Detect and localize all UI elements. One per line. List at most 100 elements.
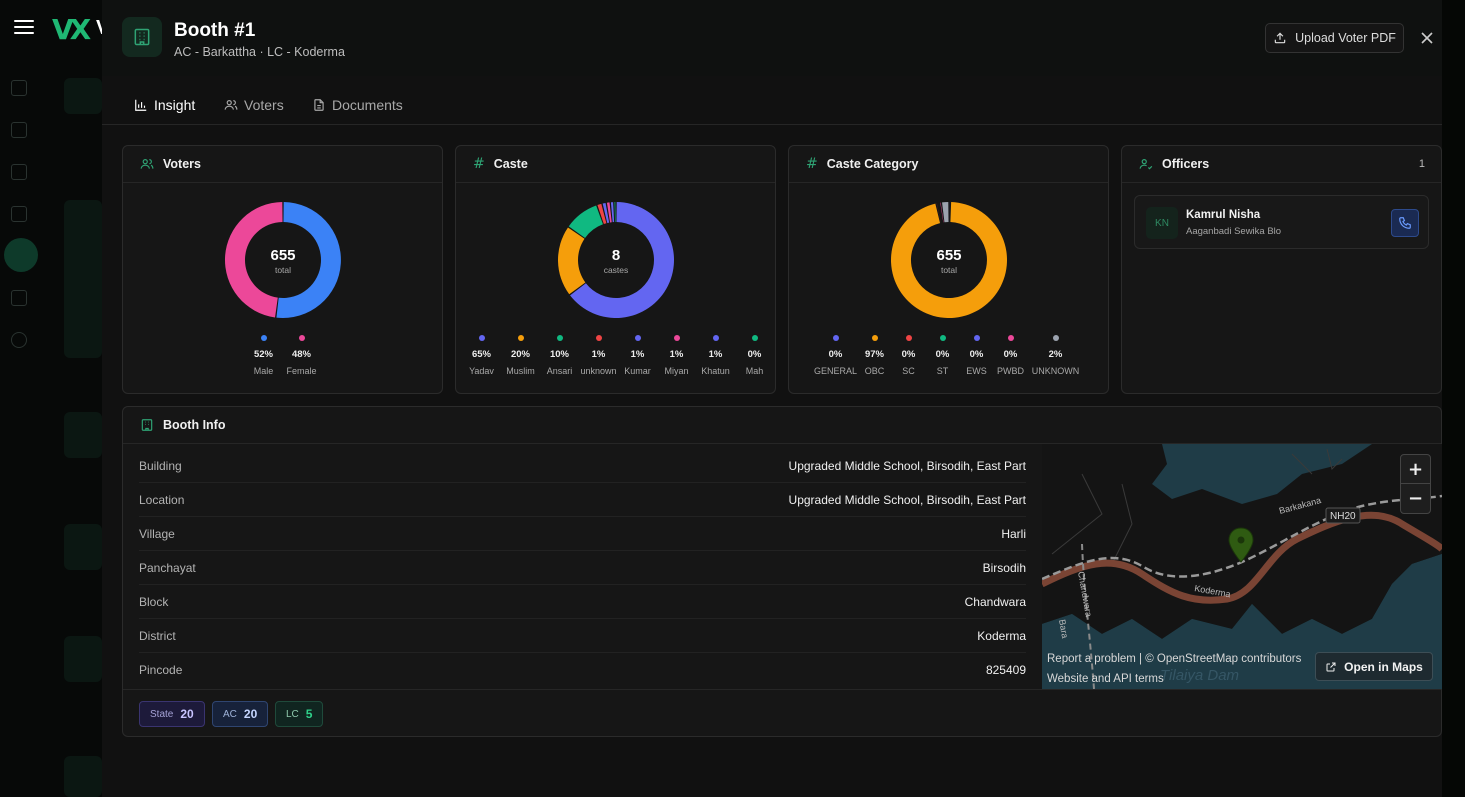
donut-center-value: 8: [611, 247, 619, 264]
legend-dot: [517, 335, 524, 341]
nav-person-icon[interactable]: [11, 206, 27, 222]
close-icon: [1421, 32, 1433, 44]
caste-category-card: # Caste Category 655 total 0% GENERAL 97% OB…: [788, 145, 1109, 394]
donut-segment-muslim[interactable]: [557, 227, 585, 295]
legend-item: 1% Khatun: [696, 335, 735, 376]
info-row-village: Village Harli: [139, 517, 1026, 551]
tab-voters[interactable]: Voters: [224, 97, 284, 113]
nav-group-icon[interactable]: [11, 164, 27, 180]
legend-item: 1% Kumar: [618, 335, 657, 376]
donut-segment-unknown[interactable]: [596, 203, 606, 224]
donut-segment-obc[interactable]: [890, 202, 1007, 319]
donut-segment-sc[interactable]: [936, 203, 941, 223]
nav-document-icon[interactable]: [11, 290, 27, 306]
phone-icon: [1399, 217, 1411, 229]
zoom-out-button[interactable]: −: [1407, 488, 1424, 509]
state-chip: State 20: [139, 701, 205, 727]
users-icon: [140, 159, 154, 169]
donut-center-label: total: [274, 265, 290, 275]
donut-segment-miyan[interactable]: [606, 202, 612, 223]
info-label: Block: [139, 594, 169, 609]
donut-segment-ansari[interactable]: [568, 205, 603, 238]
legend-percent: 0%: [828, 349, 843, 360]
voters-legend: 52% Male 48% Female: [123, 335, 442, 376]
lc-chip: LC 5: [275, 701, 324, 727]
call-officer-button[interactable]: [1391, 209, 1419, 237]
donut-segment-kumar[interactable]: [602, 202, 609, 224]
legend-label: Miyan: [664, 366, 689, 376]
info-value: Harli: [1001, 526, 1026, 541]
booth-location-map[interactable]: NH20 Barkakana Koderma Chandwara Bara Ti…: [1042, 444, 1442, 689]
tab-insight[interactable]: Insight: [134, 97, 195, 113]
tab-documents[interactable]: Documents: [312, 97, 403, 113]
legend-label: Male: [253, 366, 274, 376]
officer-item[interactable]: KN Kamrul Nisha Aaganbadi Sewika Blo: [1134, 195, 1429, 249]
legend-label: unknown: [580, 366, 617, 376]
legend-dot: [939, 335, 946, 341]
legend-item: 48% Female: [283, 335, 321, 376]
ac-chip: AC 20: [212, 701, 269, 727]
nav-users-icon[interactable]: [11, 122, 27, 138]
page-subtitle: AC - Barkattha · LC - Koderma: [174, 45, 345, 59]
external-link-icon: [1326, 662, 1336, 671]
info-value: Koderma: [977, 628, 1026, 643]
caste-legend: 65% Yadav 20% Muslim 10% Ansari 1% unknown 1% Kum…: [456, 335, 775, 376]
donut-hole: [911, 223, 986, 297]
open-in-maps-button[interactable]: Open in Maps: [1315, 652, 1433, 681]
upload-voter-pdf-button[interactable]: Upload Voter PDF: [1265, 23, 1404, 53]
legend-percent: 0%: [969, 349, 984, 360]
legend-item: 0% PWBD: [994, 335, 1028, 376]
donut-segment-khatun[interactable]: [610, 202, 614, 223]
menu-icon[interactable]: [14, 17, 34, 37]
legend-dot: [673, 335, 680, 341]
info-value: 825409: [985, 663, 1026, 677]
legend-item: 65% Yadav: [462, 335, 501, 376]
donut-segment-unknown[interactable]: [941, 202, 949, 223]
legend-item: 52% Male: [245, 335, 283, 376]
legend-item: 0% EWS: [960, 335, 994, 376]
legend-label: Kumar: [624, 366, 651, 376]
legend-dot: [298, 335, 305, 341]
close-button[interactable]: [1418, 28, 1436, 48]
info-row-block: Block Chandwara: [139, 585, 1026, 619]
legend-dot: [1052, 335, 1059, 341]
info-label: Village: [139, 526, 175, 541]
legend-label: Yadav: [469, 366, 494, 376]
legend-label: ST: [936, 366, 949, 376]
nav-active-item[interactable]: [4, 238, 38, 272]
tab-bar: Insight Voters Documents: [102, 76, 1442, 125]
nav-dashboard-icon[interactable]: [11, 80, 27, 96]
background-sidebar: VX: [0, 0, 102, 797]
nav-phone-icon[interactable]: [11, 332, 27, 348]
booth-modal: Booth #1 AC - Barkattha · LC - Koderma U…: [102, 0, 1442, 797]
donut-segment-female[interactable]: [224, 202, 283, 318]
info-value: Upgraded Middle School, Birsodih, East P…: [788, 458, 1026, 473]
card-title: Voters: [163, 157, 201, 171]
map-zoom-control: + −: [1400, 454, 1431, 514]
legend-item: 0% GENERAL: [814, 335, 858, 376]
background-block: [64, 200, 102, 358]
legend-percent: 0%: [935, 349, 950, 360]
legend-percent: 1%: [708, 349, 723, 360]
legend-label: UNKNOWN: [1031, 366, 1080, 376]
legend-label: PWBD: [997, 366, 1024, 376]
legend-item: 1% Miyan: [657, 335, 696, 376]
donut-segment-mah[interactable]: [614, 202, 616, 223]
donut-segment-male[interactable]: [275, 202, 341, 318]
info-label: District: [139, 628, 176, 643]
zoom-in-button[interactable]: +: [1401, 455, 1430, 484]
officer-name: Kamrul Nisha: [1186, 209, 1261, 221]
donut-segment-pwbd[interactable]: [939, 202, 944, 223]
legend-percent: 52%: [253, 349, 273, 360]
map-attribution[interactable]: Report a problem | © OpenStreetMap contr…: [1047, 653, 1302, 665]
legend-percent: 0%: [1003, 349, 1018, 360]
donut-segment-yadav[interactable]: [569, 202, 674, 318]
document-icon: [314, 99, 324, 111]
card-title: Booth Info: [163, 418, 226, 432]
map-label-nh20: NH20: [1330, 511, 1356, 522]
map-terms-link[interactable]: Website and API terms: [1047, 673, 1164, 685]
info-label: Building: [139, 458, 182, 473]
card-title: Officers: [1162, 157, 1210, 171]
